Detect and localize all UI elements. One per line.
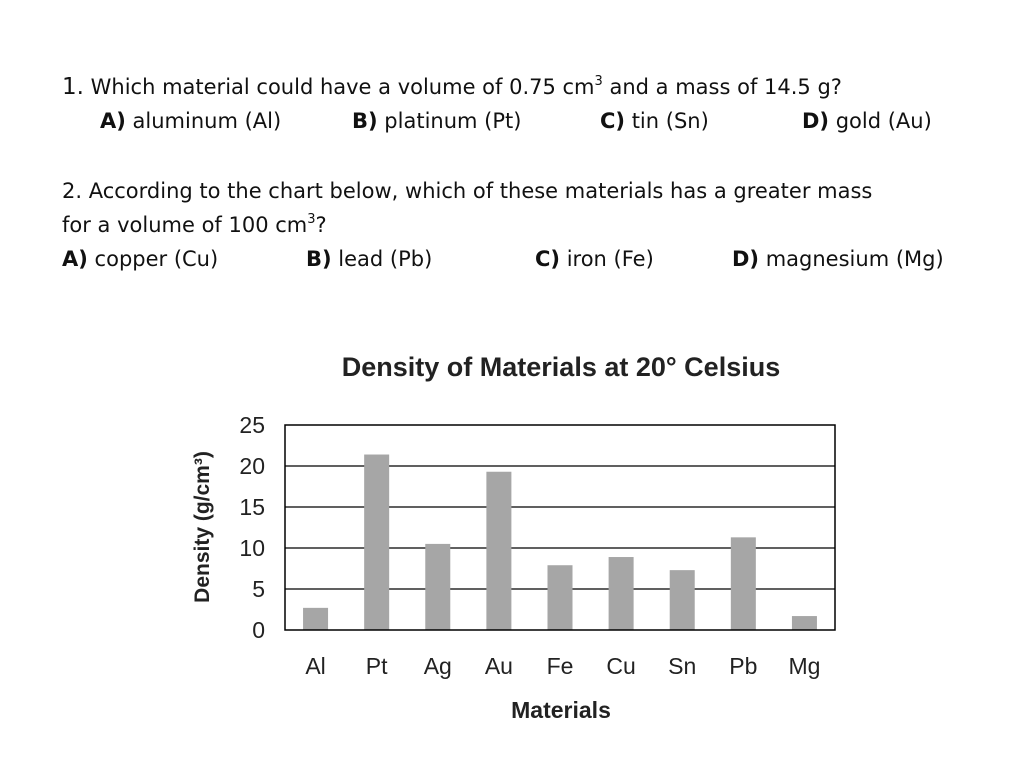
- answer-option-a[interactable]: A) copper (Cu): [62, 247, 219, 271]
- y-tick-label: 10: [239, 535, 265, 561]
- x-tick-label: Al: [305, 653, 325, 679]
- answer-option-c[interactable]: C) iron (Fe): [535, 247, 654, 271]
- bar-fe: [547, 565, 573, 630]
- superscript: 3: [307, 212, 316, 227]
- bar-sn: [669, 570, 695, 630]
- x-tick-label: Pt: [366, 653, 388, 679]
- bar-mg: [791, 616, 817, 630]
- question-2-options: A) copper (Cu) B) lead (Pb) C) iron (Fe) D)…: [62, 242, 944, 276]
- x-tick-label: Pb: [729, 653, 757, 679]
- y-tick-label: 20: [239, 453, 265, 479]
- x-tick-label: Ag: [424, 653, 452, 679]
- question-1: 1. Which material could have a volume of…: [62, 70, 932, 138]
- bar-pb: [730, 537, 756, 630]
- density-bar-chart: Density of Materials at 20° Celsius 0 5 10…: [191, 352, 836, 723]
- question-2-line-2: for a volume of 100 cm3?: [62, 212, 327, 237]
- bar-au: [486, 471, 512, 630]
- chart-title: Density of Materials at 20° Celsius: [342, 352, 780, 382]
- question-2-line-1: 2. According to the chart below, which o…: [62, 179, 873, 203]
- x-tick-label: Au: [485, 653, 513, 679]
- y-tick-label: 5: [252, 576, 265, 602]
- question-2: 2. According to the chart below, which o…: [62, 174, 944, 276]
- question-1-options: A) aluminum (Al) B) platinum (Pt) C) tin (…: [62, 104, 932, 138]
- bar-pt: [364, 454, 390, 630]
- question-1-number: 1.: [62, 74, 84, 100]
- bar-al: [303, 607, 329, 630]
- x-tick-label: Fe: [547, 653, 574, 679]
- y-tick-label: 25: [239, 412, 265, 438]
- answer-option-b[interactable]: B) lead (Pb): [306, 247, 433, 271]
- x-tick-label: Sn: [668, 653, 696, 679]
- plot-frame: [284, 424, 836, 631]
- x-tick-label: Mg: [788, 653, 820, 679]
- bar-cu: [608, 557, 634, 630]
- answer-option-a[interactable]: A) aluminum (Al): [100, 109, 282, 133]
- question-1-text: Which material could have a volume of 0.…: [90, 74, 842, 99]
- bars: [303, 454, 817, 630]
- answer-option-b[interactable]: B) platinum (Pt): [352, 109, 522, 133]
- question-1-stem: 1. Which material could have a volume of…: [62, 70, 932, 104]
- y-tick-label: 15: [239, 494, 265, 520]
- answer-option-d[interactable]: D) gold (Au): [802, 109, 932, 133]
- x-axis-label: Materials: [511, 697, 611, 723]
- answer-option-c[interactable]: C) tin (Sn): [600, 109, 709, 133]
- answer-option-d[interactable]: D) magnesium (Mg): [732, 247, 944, 271]
- superscript: 3: [594, 74, 603, 89]
- y-tick-labels: 0 5 10 15 20 25: [239, 412, 265, 643]
- x-tick-label: Cu: [606, 653, 635, 679]
- y-axis-label: Density (g/cm³): [191, 451, 214, 603]
- x-tick-labels: Al Pt Ag Au Fe Cu Sn Pb Mg: [305, 653, 820, 679]
- y-tick-label: 0: [252, 617, 265, 643]
- bar-ag: [425, 543, 451, 630]
